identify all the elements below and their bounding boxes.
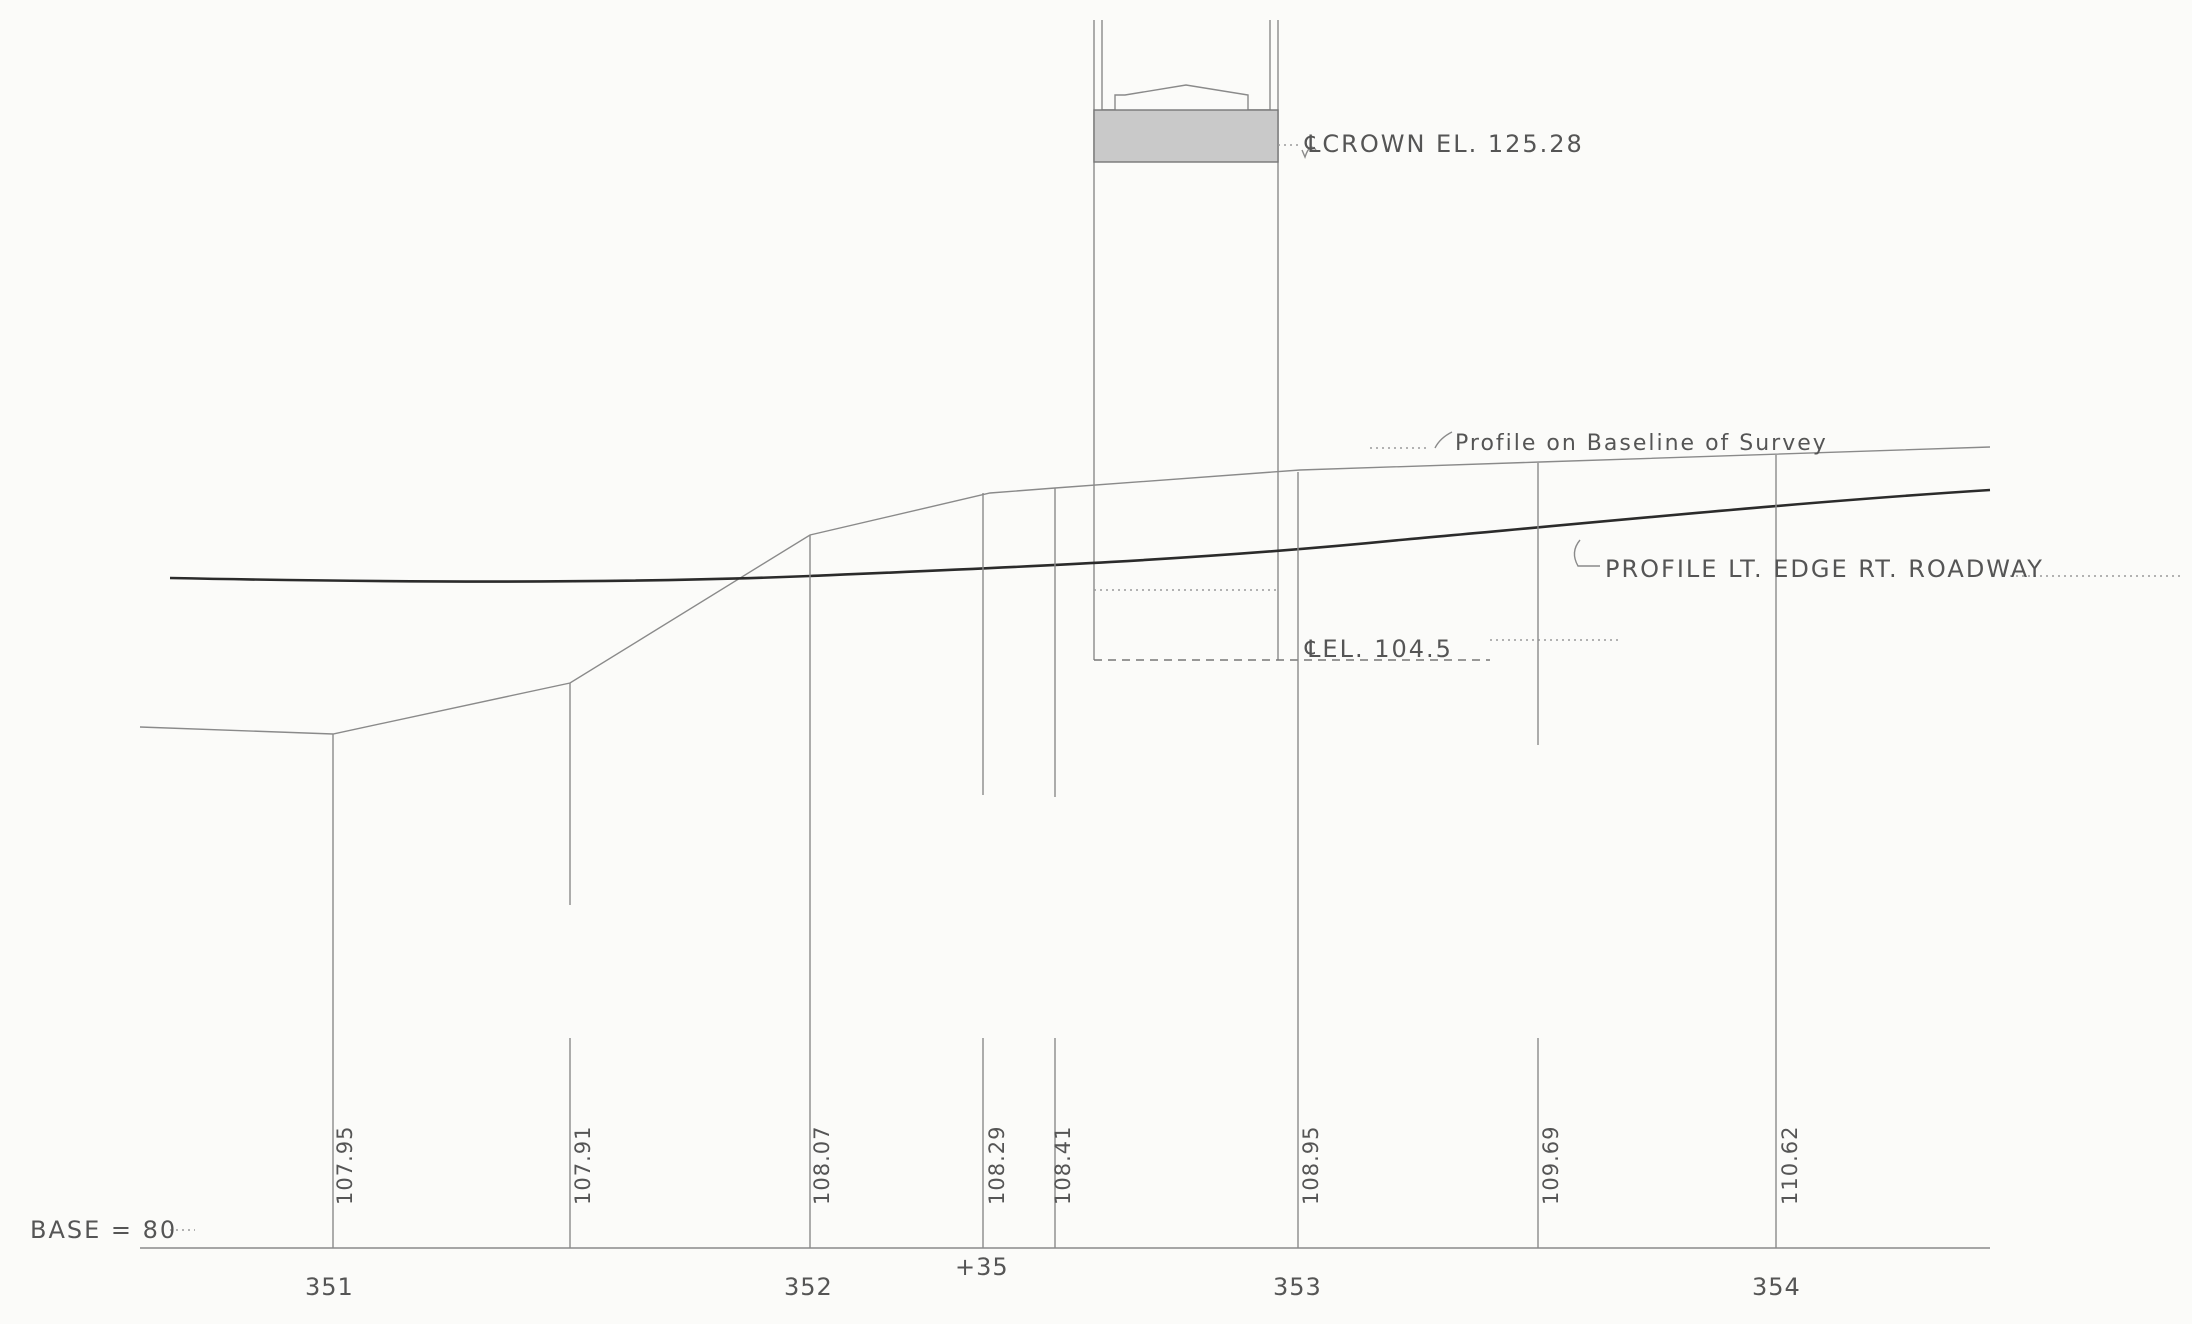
profile-roadway-line[interactable] [169, 488, 1991, 583]
station-label: 351 [305, 1273, 354, 1301]
profile-roadway-label: PROFILE LT. EDGE RT. ROADWAY [1605, 555, 2044, 583]
invert-elevation-label: ℄EL. 104.5 [1304, 635, 1453, 663]
station-label: 353 [1273, 1273, 1322, 1301]
ordinate-lines [332, 455, 1777, 1248]
elevation-value: 108.29 [985, 1126, 1009, 1205]
crown-elevation-label: ℄CROWN EL. 125.28 [1304, 130, 1584, 158]
elevation-value: 108.41 [1051, 1126, 1075, 1205]
station-label: +35 [955, 1253, 1009, 1281]
elevation-value: 107.95 [333, 1126, 357, 1205]
station-label: 352 [784, 1273, 833, 1301]
base-elevation-label: BASE = 80 [30, 1216, 177, 1244]
station-labels: 351 352 +35 353 354 [305, 1253, 1801, 1301]
elevation-values: 107.95 107.91 108.07 108.29 108.41 108.9… [333, 1126, 1802, 1205]
elevation-value: 110.62 [1778, 1126, 1802, 1205]
elevation-value: 109.69 [1539, 1126, 1563, 1205]
elevation-value: 108.07 [810, 1126, 834, 1205]
profile-baseline-label: Profile on Baseline of Survey [1455, 431, 1828, 456]
station-label: 354 [1752, 1273, 1801, 1301]
culvert-crown-slab [1093, 109, 1279, 163]
culvert-structure [1093, 20, 1620, 661]
elevation-value: 108.95 [1299, 1126, 1323, 1205]
profile-baseline-line [139, 446, 1991, 735]
elevation-value: 107.91 [571, 1126, 595, 1205]
